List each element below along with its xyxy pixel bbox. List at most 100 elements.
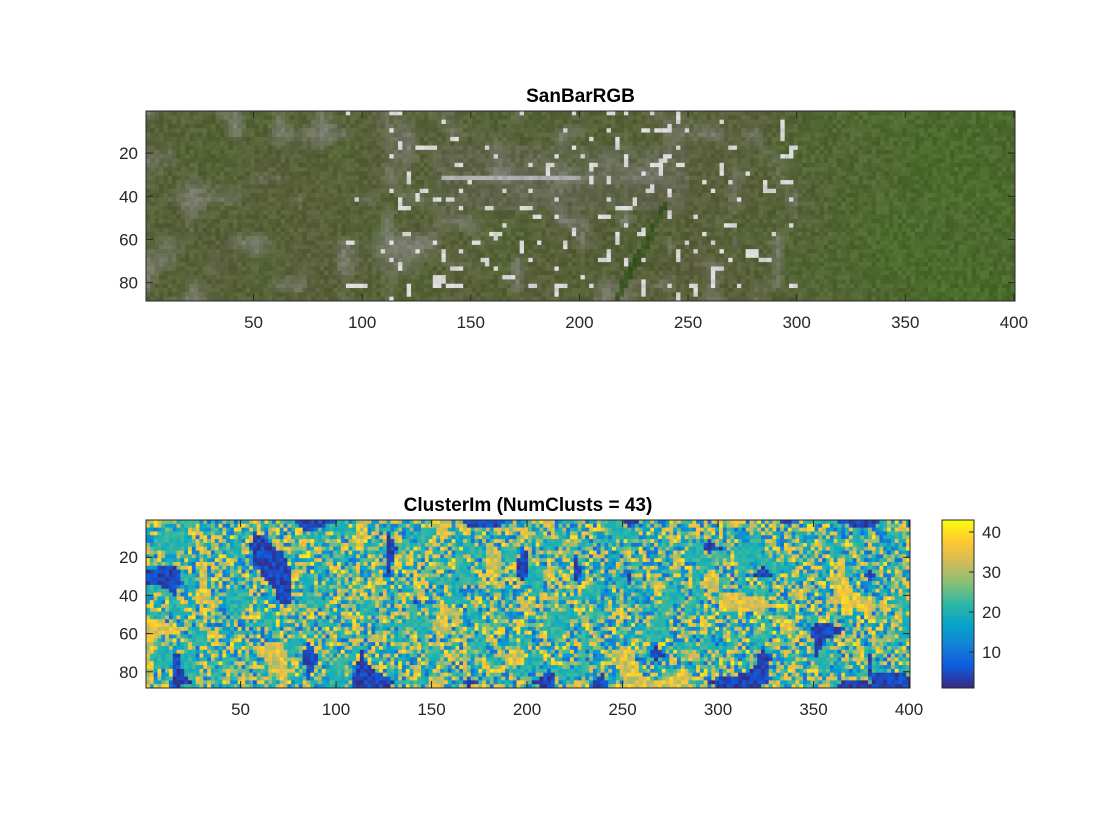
rgb-pixel [467,210,473,216]
rgb-pixel [841,171,846,177]
rgb-pixel [467,115,473,121]
rgb-pixel [915,154,920,159]
rgb-pixel [441,123,447,129]
rgb-pixel [363,141,368,146]
rgb-pixel [980,145,985,151]
rgb-pixel [358,145,364,151]
rgb-pixel [949,210,955,216]
rgb-pixel [367,128,373,133]
rgb-pixel [502,154,508,159]
rgb-pixel [384,145,390,151]
rgb-pixel [550,180,555,185]
rgb-pixel [454,188,460,194]
rgb-pixel [584,188,590,194]
rgb-pixel [867,201,873,207]
rgb-pixel [832,111,838,116]
rgb-pixel [906,123,912,129]
rgb-pixel [693,171,699,177]
rgb-pixel [580,180,586,185]
rgb-pixel [293,201,299,207]
rgb-pixel [849,201,855,207]
rgb-pixel [941,193,946,198]
rgb-pixel [167,123,173,129]
rgb-pixel [871,149,877,155]
rgb-pixel [402,197,408,203]
rgb-pixel [289,171,295,177]
rgb-pixel [762,132,768,138]
rgb-pixel [510,188,516,194]
rgb-pixel [941,162,946,168]
rgb-pixel [289,141,295,146]
rgb-pixel [828,210,833,216]
rgb-pixel [745,167,751,172]
rgb-pixel [341,128,347,133]
rgb-pixel [754,162,760,168]
rgb-pixel [571,145,577,151]
rgb-pixel [980,206,985,211]
rgb-pixel [928,167,933,172]
rgb-pixel [454,149,460,155]
rgb-pixel [393,119,399,125]
rgb-pixel [206,206,212,211]
rgb-pixel [176,145,182,151]
rgb-pixel [415,158,421,164]
rgb-pixel [806,180,812,185]
rgb-pixel [532,210,538,216]
rgb-pixel [415,162,421,168]
rgb-pixel [211,141,216,146]
rgb-pixel [663,149,668,155]
rgb-pixel [202,115,208,121]
rgb-pixel [289,188,295,194]
rgb-pixel [762,141,768,146]
rgb-pixel [576,162,581,168]
rgb-pixel [289,136,295,142]
rgb-pixel [428,132,434,138]
rgb-pixel [762,136,768,142]
rgb-pixel [610,158,616,164]
rgb-pixel [780,180,786,185]
rgb-pixel [949,184,955,190]
rgb-pixel [862,193,868,198]
rgb-pixel [258,193,264,198]
rgb-pixel [641,162,647,168]
rgb-pixel [285,180,290,185]
rgb-pixel [693,214,699,220]
rgb-pixel [463,201,468,207]
rgb-pixel [697,206,703,211]
rgb-pixel [398,158,403,164]
rgb-pixel [589,193,594,198]
rgb-pixel [350,128,355,133]
rgb-pixel [789,175,794,181]
rgb-pixel [250,115,256,121]
rgb-pixel [762,171,768,177]
rgb-pixel [476,162,481,168]
rgb-pixel [676,175,681,181]
rgb-pixel [467,132,473,138]
rgb-pixel [532,193,538,198]
rgb-pixel [324,201,329,207]
rgb-pixel [206,119,212,125]
rgb-pixel [584,119,590,125]
rgb-pixel [471,201,477,207]
rgb-pixel [906,171,912,177]
rgb-pixel [219,111,225,116]
rgb-pixel [154,123,160,129]
rgb-pixel [254,141,260,146]
rgb-pixel [510,145,516,151]
rgb-pixel [663,158,668,164]
rgb-pixel [971,175,977,181]
rgb-pixel [736,111,742,116]
rgb-pixel [180,210,186,216]
rgb-pixel [293,175,299,181]
rgb-pixel [723,206,729,211]
rgb-pixel [306,158,312,164]
rgb-pixel [802,201,807,207]
rgb-pixel [285,214,290,220]
rgb-pixel [971,162,977,168]
rgb-pixel [841,184,846,190]
rgb-pixel [862,119,868,125]
rgb-pixel [241,175,247,181]
rgb-pixel [528,197,534,203]
rgb-pixel [172,145,177,151]
rgb-pixel [315,188,321,194]
